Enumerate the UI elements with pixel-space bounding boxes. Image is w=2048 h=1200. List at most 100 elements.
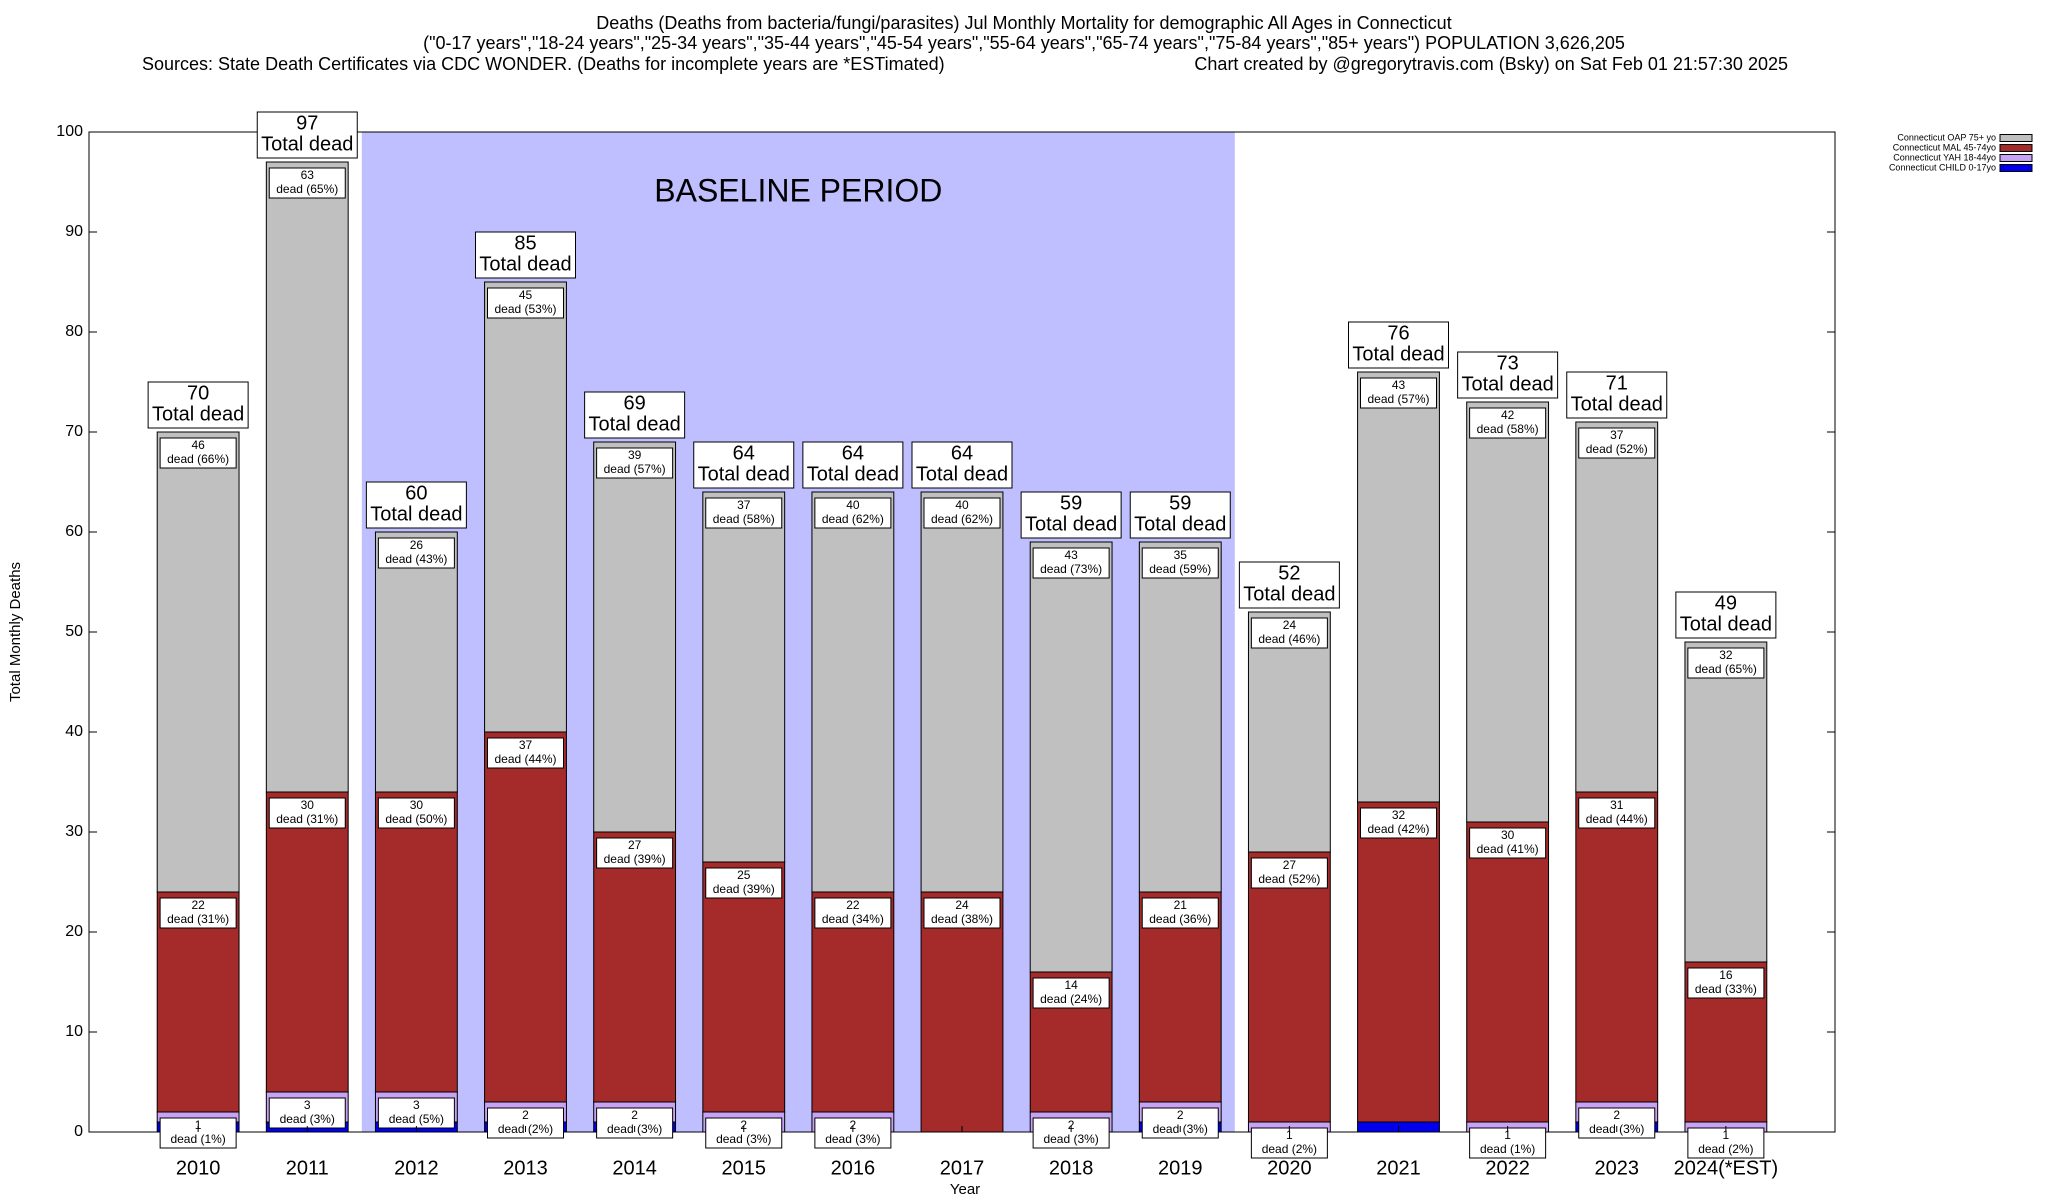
x-tick-label: 2019 bbox=[1158, 1157, 1203, 1179]
segment-value-label: 32 bbox=[1719, 648, 1733, 662]
bar-segment bbox=[484, 281, 567, 733]
segment-value-label: 32 bbox=[1392, 808, 1406, 822]
total-label-box bbox=[584, 391, 686, 439]
segment-label-box bbox=[705, 867, 783, 899]
chart-subtitle: ("0-17 years","18-24 years","25-34 years… bbox=[423, 33, 1625, 53]
bar-segment bbox=[593, 441, 677, 833]
total-label-box bbox=[1129, 491, 1231, 539]
segment-label-box bbox=[1360, 807, 1437, 839]
segment-value-label: 42 bbox=[1501, 408, 1515, 422]
x-axis-label: Year bbox=[950, 1181, 980, 1198]
segment-percent-label: dead (39%) bbox=[604, 852, 666, 866]
segment-label-box bbox=[1032, 977, 1110, 1009]
segment-value-label: 27 bbox=[628, 838, 642, 852]
segment-value-label: 2 bbox=[1177, 1108, 1184, 1122]
segment-percent-label: dead (65%) bbox=[276, 182, 338, 196]
segment-label-box bbox=[814, 897, 892, 929]
x-tick-label: 2024(*EST) bbox=[1674, 1157, 1779, 1179]
legend-label: Connecticut CHILD 0-17yo bbox=[1889, 162, 1996, 172]
bar-segment bbox=[1029, 541, 1113, 973]
segment-percent-label: dead (36%) bbox=[1149, 912, 1211, 926]
segment-percent-label: dead (43%) bbox=[385, 552, 447, 566]
segment-label-box bbox=[159, 437, 237, 469]
total-value-label: 64 bbox=[842, 442, 864, 464]
segment-label-box bbox=[1141, 547, 1219, 579]
segment-label-box bbox=[705, 497, 783, 529]
segment-label-box bbox=[268, 797, 346, 829]
bar-segment bbox=[156, 431, 240, 893]
segment-percent-label: dead (3%) bbox=[280, 1112, 335, 1126]
segment-percent-label: dead (38%) bbox=[931, 912, 993, 926]
total-label-box bbox=[802, 441, 904, 489]
segment-label-box bbox=[1250, 617, 1328, 649]
segment-value-label: 40 bbox=[846, 498, 860, 512]
x-tick-label: 2022 bbox=[1485, 1157, 1530, 1179]
legend-label: Connecticut OAP 75+ yo bbox=[1897, 132, 1996, 142]
segment-label-box bbox=[923, 897, 1001, 929]
bar-segment bbox=[156, 891, 240, 1113]
segment-percent-label: dead (1%) bbox=[170, 1132, 225, 1146]
segment-value-label: 39 bbox=[628, 448, 642, 462]
total-label-box bbox=[365, 481, 467, 529]
legend-swatch bbox=[1999, 164, 2033, 172]
segment-percent-label: dead (41%) bbox=[1477, 842, 1539, 856]
total-value-label: 60 bbox=[405, 482, 427, 504]
bar-segment bbox=[593, 831, 677, 1103]
total-text-label: Total dead bbox=[1134, 513, 1226, 535]
total-label-box bbox=[1457, 351, 1559, 399]
segment-value-label: 43 bbox=[1392, 378, 1406, 392]
total-text-label: Total dead bbox=[152, 403, 244, 425]
bar-segment bbox=[1357, 371, 1440, 803]
y-tick-label: 50 bbox=[65, 623, 83, 640]
segment-label-box bbox=[1687, 967, 1765, 999]
segment-value-label: 16 bbox=[1719, 968, 1733, 982]
segment-value-label: 2 bbox=[850, 1118, 857, 1132]
y-axis-label: Total Monthly Deaths bbox=[7, 562, 24, 702]
segment-percent-label: dead (58%) bbox=[1477, 422, 1539, 436]
segment-percent-label: dead (42%) bbox=[1367, 822, 1429, 836]
segment-value-label: 30 bbox=[301, 798, 315, 812]
segment-value-label: 2 bbox=[522, 1108, 529, 1122]
total-value-label: 97 bbox=[296, 112, 318, 134]
segment-percent-label: dead (2%) bbox=[1698, 1142, 1753, 1156]
segment-label-box bbox=[923, 497, 1001, 529]
segment-value-label: 30 bbox=[1501, 828, 1515, 842]
total-value-label: 59 bbox=[1169, 492, 1191, 514]
segment-percent-label: dead (62%) bbox=[931, 512, 993, 526]
total-value-label: 71 bbox=[1606, 372, 1628, 394]
bar-segment bbox=[1684, 641, 1768, 963]
total-text-label: Total dead bbox=[1352, 343, 1444, 365]
x-tick-label: 2020 bbox=[1267, 1157, 1312, 1179]
segment-percent-label: dead (52%) bbox=[1586, 442, 1648, 456]
total-value-label: 73 bbox=[1497, 352, 1519, 374]
total-label-box bbox=[1566, 371, 1668, 419]
bar-segment bbox=[265, 791, 349, 1093]
segment-label-box bbox=[1250, 1127, 1328, 1159]
segment-percent-label: dead (3%) bbox=[716, 1132, 771, 1146]
x-tick-label: 2016 bbox=[831, 1157, 876, 1179]
segment-percent-label: dead (66%) bbox=[167, 452, 229, 466]
bar-segment bbox=[1357, 801, 1440, 1123]
y-tick-label: 60 bbox=[65, 523, 83, 540]
total-value-label: 76 bbox=[1387, 322, 1409, 344]
segment-label-box bbox=[1578, 427, 1656, 459]
segment-label-box bbox=[1469, 1127, 1547, 1159]
total-value-label: 64 bbox=[951, 442, 973, 464]
y-tick-label: 40 bbox=[65, 723, 83, 740]
segment-label-box bbox=[268, 167, 346, 199]
legend-swatch bbox=[1999, 134, 2033, 142]
segment-value-label: 1 bbox=[1723, 1128, 1730, 1142]
bar-segment bbox=[702, 491, 786, 863]
legend-label: Connecticut MAL 45-74yo bbox=[1893, 142, 1996, 152]
bar-segment bbox=[374, 531, 458, 793]
total-text-label: Total dead bbox=[479, 253, 571, 275]
y-tick-label: 30 bbox=[65, 823, 83, 840]
total-value-label: 85 bbox=[514, 232, 536, 254]
segment-percent-label: dead (44%) bbox=[1586, 812, 1648, 826]
segment-value-label: 35 bbox=[1174, 548, 1188, 562]
segment-label-box bbox=[159, 897, 237, 929]
segment-label-box bbox=[268, 1097, 346, 1129]
total-value-label: 49 bbox=[1715, 592, 1737, 614]
y-tick-label: 100 bbox=[56, 123, 83, 140]
segment-label-box bbox=[377, 1097, 455, 1129]
